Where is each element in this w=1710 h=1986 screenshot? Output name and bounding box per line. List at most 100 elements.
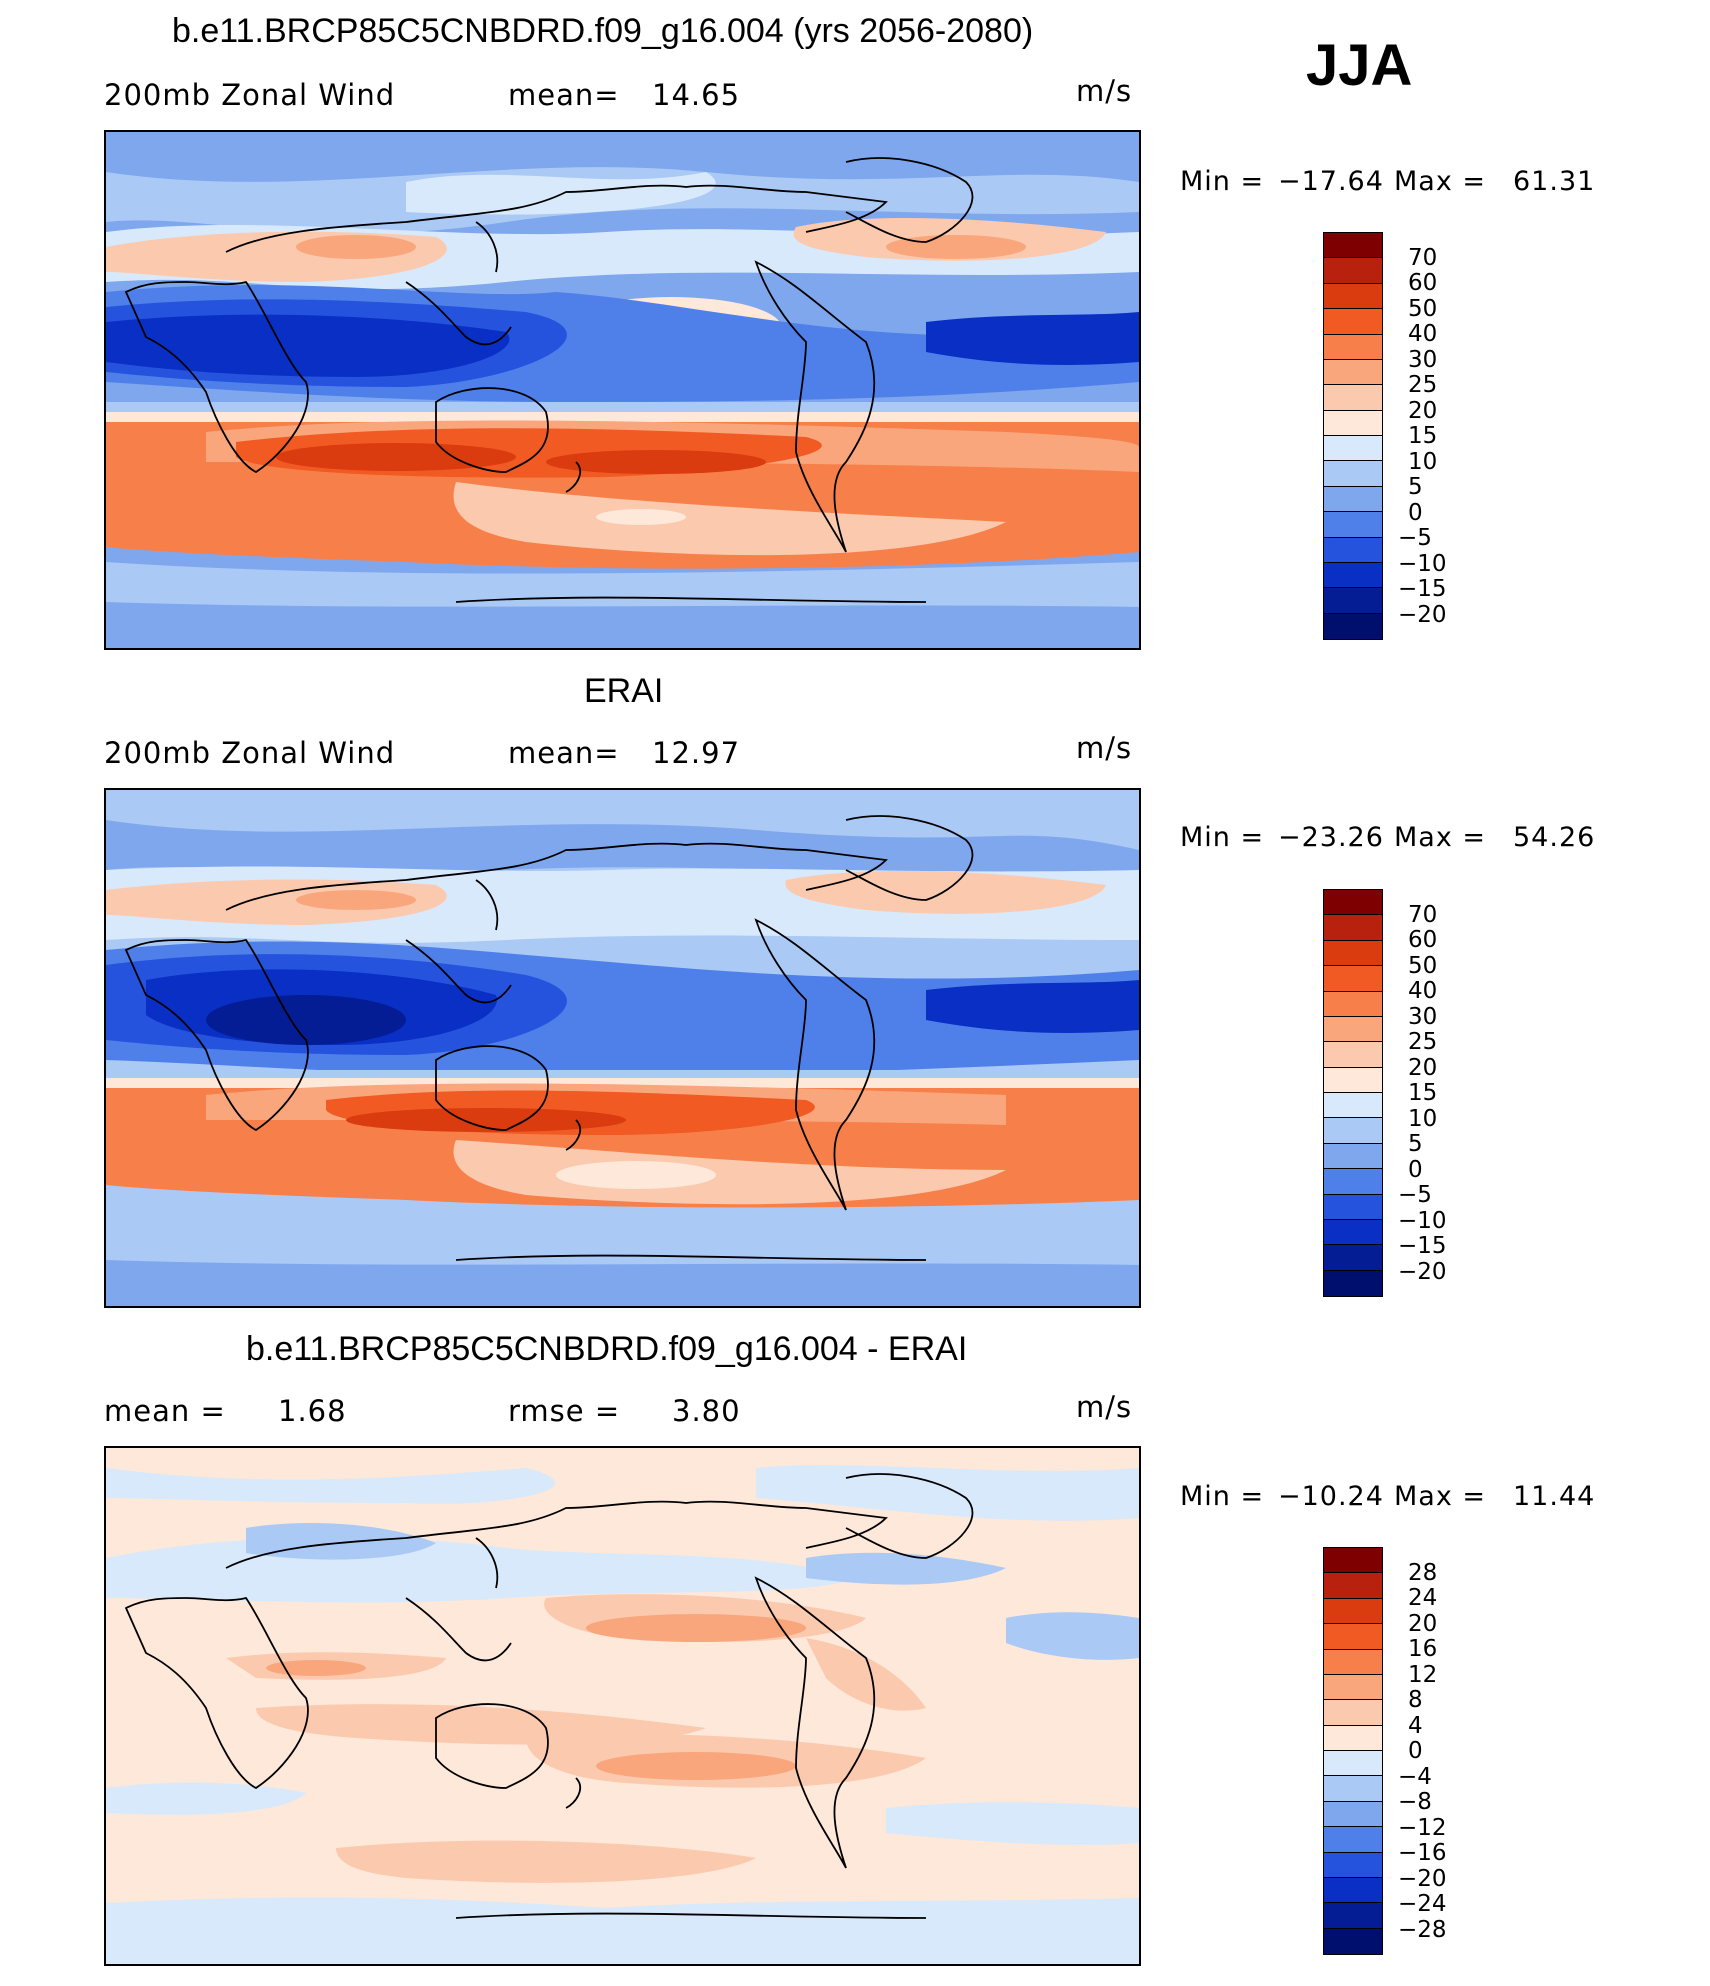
colorbar-tick-label: 20 <box>1408 1054 1438 1081</box>
panel-2-map <box>104 788 1141 1308</box>
colorbar-segment <box>1324 1270 1382 1296</box>
panel-2-mean-value: 12.97 <box>652 736 741 770</box>
colorbar-tick-label: −4 <box>1398 1763 1432 1790</box>
colorbar-segment <box>1324 1118 1382 1144</box>
colorbar-segment <box>1324 1852 1382 1878</box>
colorbar-tick-label: 30 <box>1408 346 1438 373</box>
colorbar-tick-label: 50 <box>1408 295 1438 322</box>
colorbar-segment <box>1324 991 1382 1017</box>
panel-2-min-value: −23.26 <box>1278 822 1384 853</box>
panel-3-contour-field <box>106 1448 1139 1964</box>
colorbar-segment <box>1324 613 1382 639</box>
colorbar-tick-label: 5 <box>1408 1131 1423 1157</box>
colorbar-segment <box>1324 1194 1382 1220</box>
colorbar-tick-label: 70 <box>1408 901 1438 928</box>
colorbar-segment <box>1324 309 1382 335</box>
colorbar-tick-label: −15 <box>1398 1233 1447 1259</box>
colorbar-tick-label: −20 <box>1398 1258 1447 1285</box>
colorbar-tick-label: 40 <box>1408 978 1438 1004</box>
colorbar-tick-label: 4 <box>1408 1712 1423 1739</box>
panel-1-colorbar-labels: 70 60 50 40 30 25 20 15 10 5 0 −5 −10 −15 −20 <box>1398 232 1478 640</box>
panel-2-max-value: 54.26 <box>1513 822 1596 853</box>
colorbar-tick-label: −24 <box>1398 1891 1447 1917</box>
colorbar-tick-label: 10 <box>1408 1105 1438 1132</box>
colorbar-tick-label: 8 <box>1408 1687 1423 1713</box>
panel-1-contour-field <box>106 132 1139 648</box>
colorbar-tick-label: 20 <box>1408 1610 1438 1637</box>
colorbar-tick-label: 16 <box>1408 1636 1438 1662</box>
colorbar-tick-label: −20 <box>1398 1865 1447 1892</box>
colorbar-segment <box>1324 385 1382 411</box>
colorbar-segment <box>1324 1016 1382 1043</box>
colorbar-segment <box>1324 1827 1382 1853</box>
colorbar-segment <box>1324 1548 1382 1574</box>
colorbar-tick-label: −12 <box>1398 1814 1447 1841</box>
colorbar-tick-label: 60 <box>1408 927 1438 953</box>
panel-3-colorbar-labels: 28 24 20 16 12 8 4 0 −4 −8 −12 −16 −20 −24 −28 <box>1398 1547 1478 1955</box>
colorbar-tick-label: −10 <box>1398 1207 1447 1234</box>
colorbar-segment <box>1324 1725 1382 1751</box>
colorbar-segment <box>1324 334 1382 360</box>
colorbar-segment <box>1324 940 1382 967</box>
colorbar-tick-label: 12 <box>1408 1661 1438 1688</box>
panel-3-rmse-label: rmse = <box>508 1394 621 1428</box>
colorbar-tick-label: 28 <box>1408 1559 1438 1586</box>
panel-2-mean-label: mean= <box>508 736 620 770</box>
panel-1-colorbar <box>1323 232 1383 640</box>
panel-2-max-label: Max = <box>1394 822 1487 853</box>
colorbar-tick-label: −10 <box>1398 550 1447 577</box>
colorbar-tick-label: 5 <box>1408 474 1423 500</box>
colorbar-tick-label: −5 <box>1398 525 1432 551</box>
colorbar-tick-label: −15 <box>1398 576 1447 602</box>
colorbar-tick-label: 0 <box>1408 1738 1423 1764</box>
panel-3-map <box>104 1446 1141 1966</box>
colorbar-segment <box>1324 966 1382 992</box>
colorbar-segment <box>1324 436 1382 462</box>
panel-1-mean-value: 14.65 <box>652 78 741 112</box>
colorbar-segment <box>1324 1573 1382 1599</box>
panel-1-max-label: Max = <box>1394 166 1487 197</box>
panel-3-mean-value: 1.68 <box>278 1394 347 1428</box>
panel-3-units: m/s <box>1076 1390 1133 1424</box>
colorbar-tick-label: 15 <box>1408 1080 1438 1106</box>
colorbar-segment <box>1324 1624 1382 1650</box>
panel-2-title: ERAI <box>584 672 664 710</box>
colorbar-tick-label: 10 <box>1408 448 1438 475</box>
colorbar-segment <box>1324 562 1382 589</box>
panel-1-min-label: Min = <box>1180 166 1265 197</box>
colorbar-tick-label: 20 <box>1408 397 1438 424</box>
colorbar-segment <box>1324 1219 1382 1246</box>
colorbar-tick-label: −28 <box>1398 1916 1447 1943</box>
colorbar-segment <box>1324 537 1382 563</box>
colorbar-segment <box>1324 890 1382 916</box>
colorbar-segment <box>1324 512 1382 538</box>
colorbar-segment <box>1324 1169 1382 1195</box>
panel-3-min-label: Min = <box>1180 1481 1265 1512</box>
colorbar-segment <box>1324 1042 1382 1068</box>
panel-1-units: m/s <box>1076 74 1133 108</box>
colorbar-segment <box>1324 461 1382 487</box>
season-label: JJA <box>1306 33 1413 98</box>
colorbar-segment <box>1324 1649 1382 1675</box>
colorbar-segment <box>1324 1801 1382 1828</box>
colorbar-segment <box>1324 1598 1382 1625</box>
colorbar-tick-label: 60 <box>1408 270 1438 296</box>
colorbar-tick-label: 70 <box>1408 244 1438 271</box>
colorbar-segment <box>1324 486 1382 513</box>
colorbar-segment <box>1324 1751 1382 1777</box>
colorbar-segment <box>1324 1245 1382 1271</box>
colorbar-segment <box>1324 359 1382 386</box>
panel-2-colorbar <box>1323 889 1383 1297</box>
panel-1-min-value: −17.64 <box>1278 166 1384 197</box>
colorbar-tick-label: 0 <box>1408 499 1423 526</box>
panel-1-map <box>104 130 1141 650</box>
panel-1-max-value: 61.31 <box>1513 166 1596 197</box>
panel-2-min-label: Min = <box>1180 822 1265 853</box>
colorbar-segment <box>1324 1700 1382 1726</box>
panel-3-max-label: Max = <box>1394 1481 1487 1512</box>
colorbar-tick-label: 50 <box>1408 952 1438 979</box>
colorbar-segment <box>1324 915 1382 941</box>
colorbar-tick-label: 15 <box>1408 423 1438 449</box>
colorbar-tick-label: 25 <box>1408 372 1438 398</box>
colorbar-segment <box>1324 1928 1382 1954</box>
